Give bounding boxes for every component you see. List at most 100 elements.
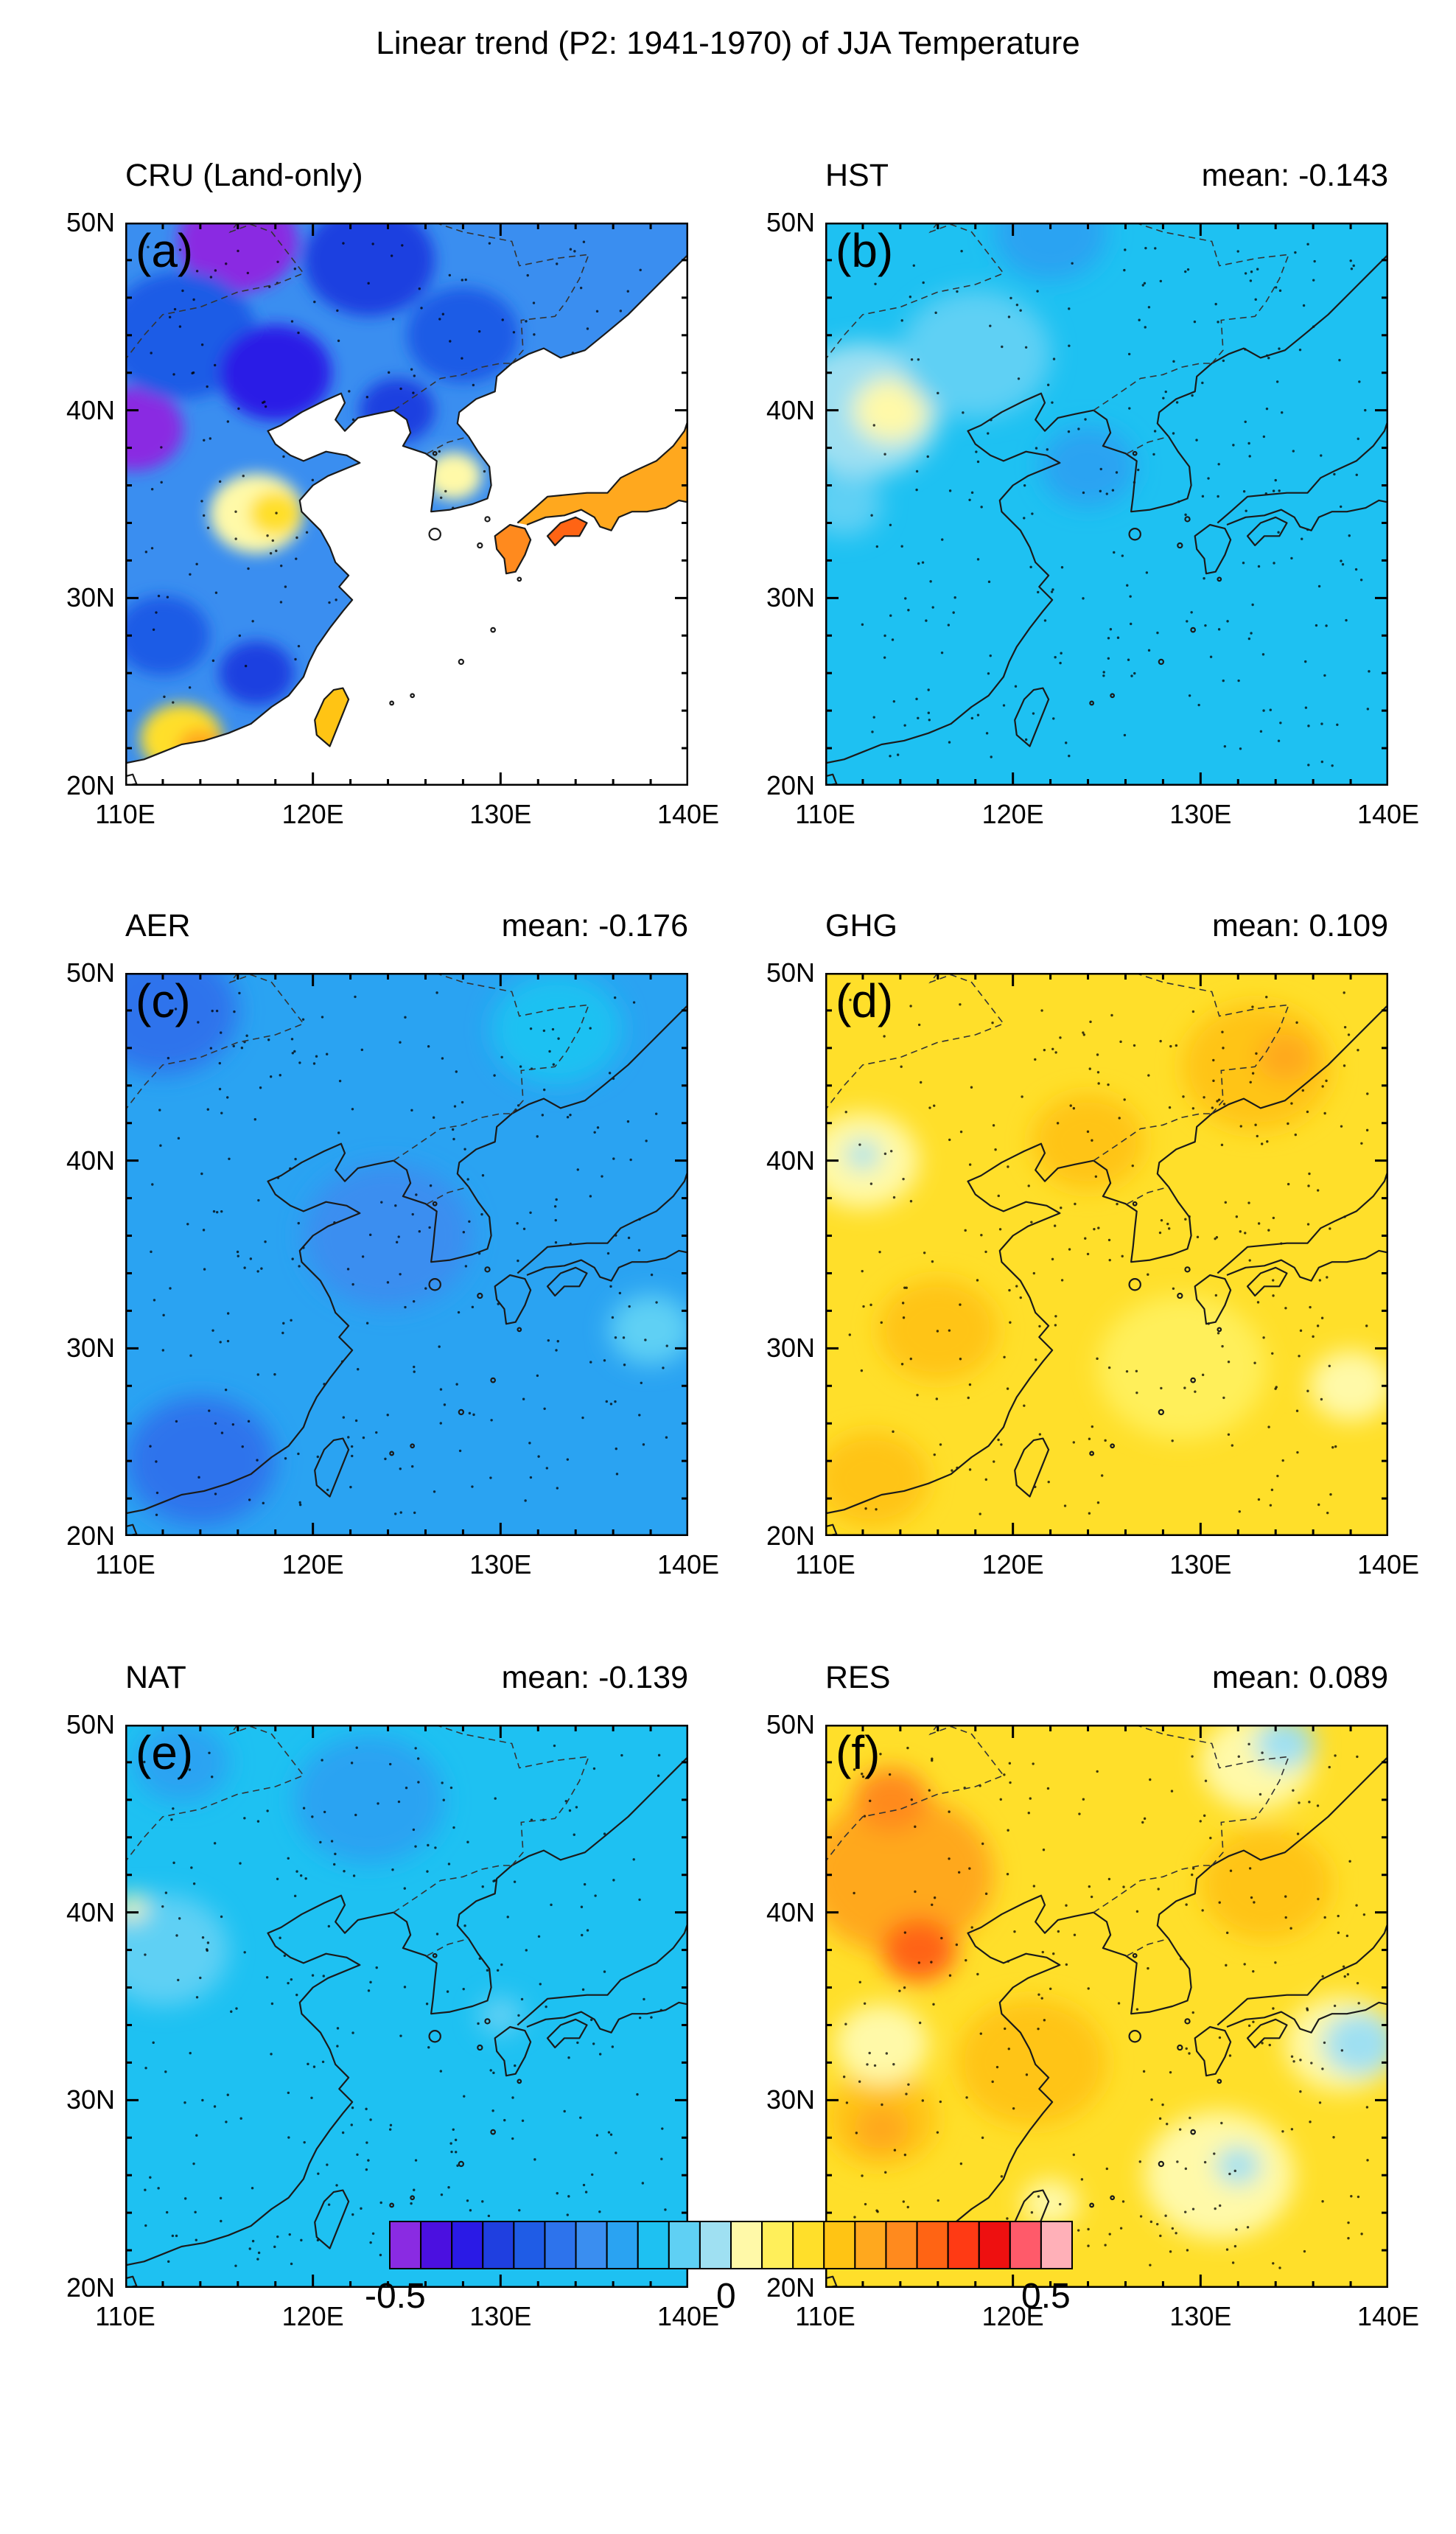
panel-d-lat-label: 50N [766,957,815,988]
panel-d-lon-label: 110E [795,1549,855,1580]
panel-d-anomaly-7 [1309,1350,1388,1421]
colorbar [389,2221,1074,2269]
panel-d-stipple [844,991,1369,1515]
colorbar-swatch-13 [792,2221,825,2269]
panel-d-lon-label: 140E [1357,1549,1420,1580]
colorbar-swatch-21 [1040,2221,1074,2269]
panel-a-anomaly-8 [125,596,210,676]
panel-f-anomaly-10 [1322,2011,1388,2076]
panel-e-map: (e) [125,1725,688,2288]
panel-a-lat-label: 40N [66,394,115,425]
colorbar-swatch-2 [451,2221,484,2269]
panel-d-lat-label: 30N [766,1333,815,1364]
panel-e-lon-label: 140E [657,2301,720,2331]
panel-c-ticks [125,973,688,1536]
panel-a-ocean-mask [125,254,688,786]
colorbar-swatch-1 [420,2221,453,2269]
panel-b-lon-label: 110E [795,799,855,829]
panel-c-borders [125,973,590,1204]
panel-d-frame [825,973,1388,1536]
panel-e-anomaly-0 [125,1893,229,2006]
panel-c-anomaly-0 [125,973,238,1075]
panel-a-anomaly-1 [125,387,183,471]
panel-d-anomaly-3 [1256,1033,1314,1082]
panel-e-lon-label: 110E [95,2301,155,2331]
panel-f-lat-label: 40N [766,1896,815,1927]
panel-f-stipple [842,1742,1369,2269]
colorbar-label-min: -0.5 [365,2277,426,2316]
panel-d-field [825,973,1388,1536]
panel-d-anomaly-5 [825,1431,929,1528]
panel-b-frame [825,223,1388,786]
panel-f-lon-label: 130E [1169,2301,1232,2331]
colorbar-swatch-12 [761,2221,794,2269]
panel-f-coastlines [825,1756,1388,2288]
panel-a-anomaly-0 [178,223,298,293]
colorbar-swatch-16 [885,2221,918,2269]
panel-b-background [825,223,1388,786]
panel-f-anomaly-5 [1200,1828,1332,1941]
panel-e-anomaly-3 [134,1725,229,1803]
panel-a-lon-label: 140E [657,799,720,829]
panel-f-anomaly-0 [825,1795,995,1955]
panel-d-anomaly-8 [1032,1094,1144,1190]
panel-c-title: AER [125,908,191,943]
colorbar-swatch-17 [916,2221,949,2269]
panel-c-lat-label: 30N [66,1333,115,1364]
panel-d-borders [825,973,1290,1204]
panel-b-ticks [825,223,1388,786]
panel-d-letter: (d) [836,974,893,1027]
panel-a-lon-label: 120E [281,799,344,829]
panel-f-anomaly-14 [834,2003,929,2084]
colorbar-swatch-6 [575,2221,608,2269]
panel-a-lat-label: 50N [66,207,115,237]
panel-b-mean: mean: -0.143 [1201,158,1388,193]
panel-a-lat-label: 30N [66,582,115,613]
panel-b-lon-label: 140E [1357,799,1420,829]
panel-e-letter: (e) [136,1726,193,1779]
panel-f-anomaly-6 [956,1998,1107,2126]
panel-e-field [125,1725,688,2288]
panel-a-anomaly-4 [407,287,519,383]
panel-b-anomaly-4 [1040,426,1135,507]
panel-a-field [125,223,688,786]
panel-c-lat-label: 40N [66,1145,115,1176]
panel-b-lat-label: 40N [766,394,815,425]
panel-b-lon-label: 120E [981,799,1044,829]
panel-e-lat-label: 50N [66,1709,115,1739]
colorbar-swatch-15 [854,2221,887,2269]
colorbar-swatch-19 [978,2221,1011,2269]
panel-a-lat-label: 20N [66,770,115,800]
panel-f-lon-label: 140E [1357,2301,1420,2331]
panel-d-title: GHG [825,908,897,943]
panel-d-lon-label: 120E [981,1549,1044,1580]
panel-e-coastlines [125,1756,688,2288]
panel-e-ticks [125,1725,688,2288]
panel-c-anomaly-2 [303,1164,473,1308]
panel-c-letter: (c) [136,974,191,1027]
panel-b-letter: (b) [836,224,893,277]
panel-f-lat-label: 20N [766,2272,815,2303]
panel-b-lat-label: 20N [766,770,815,800]
panel-e-anomaly-4 [477,1996,523,2035]
panel-a-letter: (a) [136,224,193,277]
panel-a-ticks [125,223,688,786]
colorbar-swatch-7 [606,2221,639,2269]
panel-a-title: CRU (Land-only) [125,158,363,193]
panel-f-lat-label: 30N [766,2084,815,2115]
colorbar-swatch-18 [947,2221,980,2269]
panel-e-mean: mean: -0.139 [501,1660,688,1695]
panel-b-title: HST [825,158,889,193]
panel-c-lat-label: 50N [66,957,115,988]
panel-e-anomaly-2 [294,1736,444,1864]
figure-title: Linear trend (P2: 1941-1970) of JJA Temp… [376,25,1080,61]
panel-c-mean: mean: -0.176 [501,908,688,943]
panel-d-anomaly-4 [878,1278,998,1381]
panel-b-anomaly-1 [853,378,929,442]
panel-b-lat-label: 50N [766,207,815,237]
colorbar-swatch-5 [544,2221,577,2269]
panel-f-anomaly-2 [853,1767,929,1832]
panel-f-anomaly-4 [853,2104,910,2153]
panel-e-stipple [143,1744,667,2267]
panel-a-lon-label: 130E [469,799,532,829]
